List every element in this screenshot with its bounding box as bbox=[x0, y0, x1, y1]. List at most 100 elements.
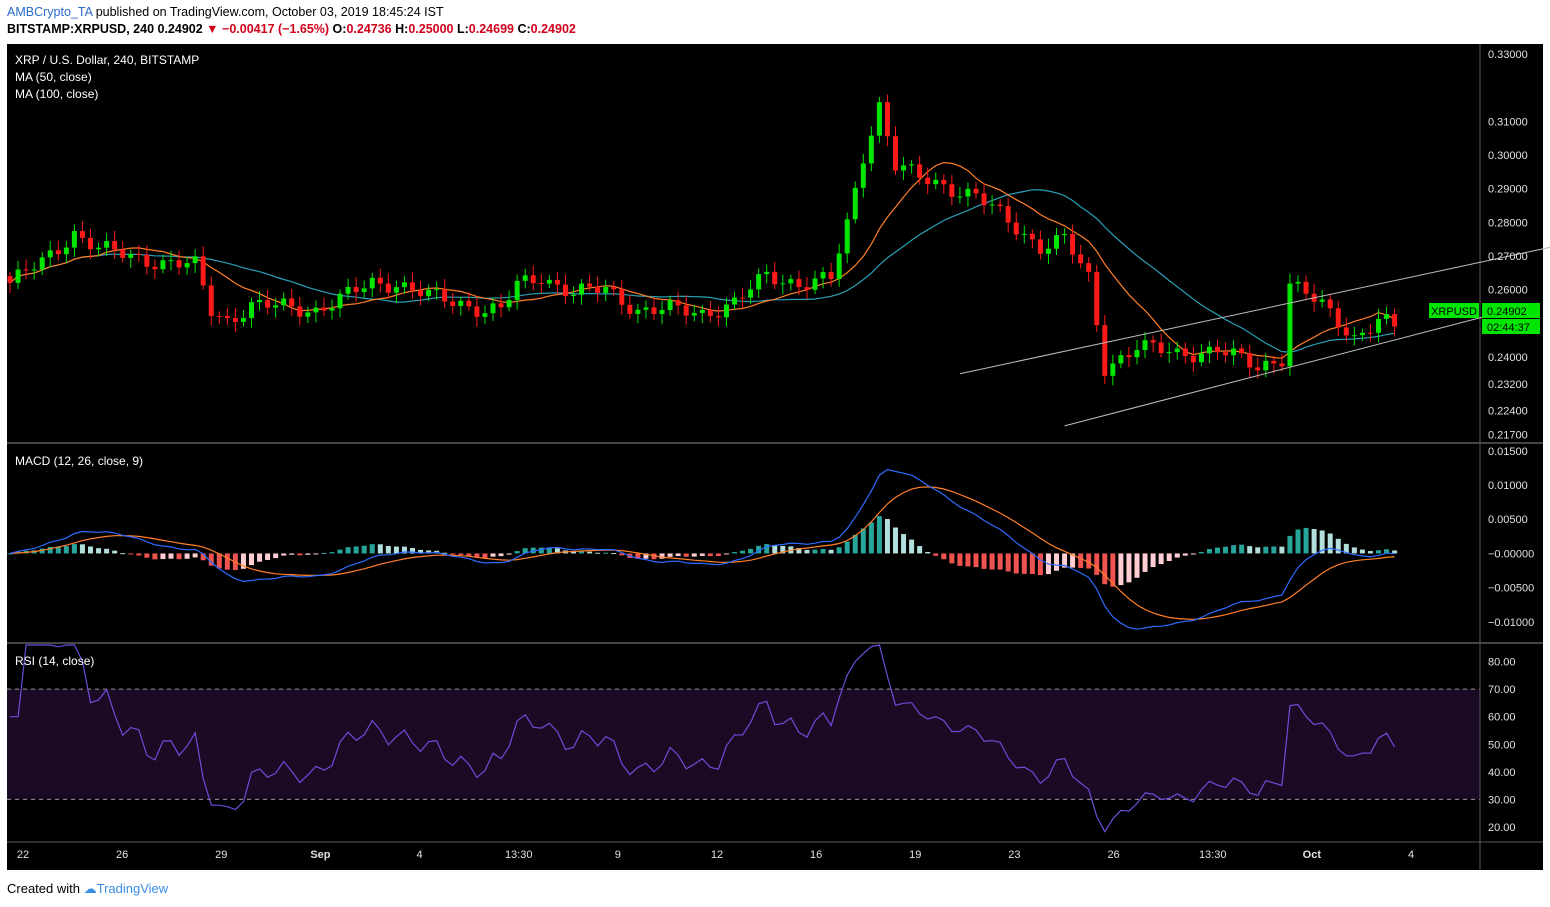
price-axis-label: 0.22400 bbox=[1488, 406, 1528, 418]
candle-body bbox=[723, 304, 729, 318]
candle-body bbox=[675, 300, 681, 306]
candle-body bbox=[88, 237, 93, 250]
macd-histogram-bar bbox=[965, 553, 971, 567]
candle-body bbox=[619, 289, 625, 305]
candle-body bbox=[257, 299, 263, 303]
candle-body bbox=[820, 272, 826, 279]
candle-body bbox=[812, 278, 818, 290]
price-axis-label: 0.28000 bbox=[1488, 217, 1528, 229]
macd-histogram-bar bbox=[257, 553, 263, 562]
rsi-band bbox=[7, 688, 1480, 800]
macd-histogram-bar bbox=[844, 541, 850, 554]
candle-body bbox=[1005, 206, 1011, 223]
macd-histogram-bar bbox=[587, 551, 593, 554]
price-label-value: 0.24902 bbox=[1487, 306, 1527, 318]
candle-body bbox=[917, 164, 923, 178]
candle-body bbox=[410, 282, 415, 291]
published-text: published on TradingView.com, October 03… bbox=[95, 5, 444, 19]
macd-axis-label: −0.01000 bbox=[1488, 617, 1534, 629]
macd-histogram-bar bbox=[860, 528, 866, 554]
candle-body bbox=[7, 276, 13, 283]
candle-body bbox=[329, 308, 335, 311]
candle-body bbox=[1367, 332, 1373, 334]
author-link[interactable]: AMBCrypto_TA bbox=[7, 5, 93, 19]
candle-body bbox=[836, 253, 842, 279]
macd-histogram-bar bbox=[538, 547, 544, 554]
candle-body bbox=[772, 271, 778, 285]
macd-histogram-bar bbox=[369, 544, 375, 554]
candle-body bbox=[748, 289, 754, 298]
macd-histogram-bar bbox=[981, 553, 987, 569]
candle-body bbox=[707, 309, 713, 317]
candle-body bbox=[715, 316, 721, 318]
macd-histogram-bar bbox=[836, 547, 842, 554]
price-label-symbol: XRPUSD bbox=[1431, 306, 1477, 318]
macd-pane-title: MACD (12, 26, close, 9) bbox=[15, 454, 143, 468]
candle-body bbox=[1327, 299, 1333, 309]
candle-body bbox=[740, 297, 746, 299]
chart-canvas[interactable]: 0.33000 0.31000 0.30000 0.29000 0.28000 0.270… bbox=[0, 44, 1550, 874]
candle-body bbox=[1247, 353, 1253, 368]
macd-histogram-bar bbox=[120, 553, 126, 555]
macd-histogram-bar bbox=[1295, 529, 1301, 554]
tradingview-brand[interactable]: TradingView bbox=[96, 881, 169, 896]
macd-histogram-bar bbox=[1319, 530, 1325, 554]
macd-histogram-bar bbox=[1142, 553, 1148, 572]
macd-histogram-bar bbox=[1021, 553, 1027, 574]
macd-histogram-bar bbox=[273, 553, 279, 559]
candle-body bbox=[426, 289, 432, 297]
candle-body bbox=[1174, 348, 1180, 353]
macd-histogram-bar bbox=[925, 551, 931, 554]
time-axis-label: 12 bbox=[711, 849, 723, 861]
high-value: 0.25000 bbox=[408, 22, 454, 36]
macd-histogram-bar bbox=[498, 553, 504, 557]
macd-histogram-bar bbox=[635, 553, 641, 559]
macd-histogram-bar bbox=[1303, 527, 1309, 554]
candle-body bbox=[1094, 271, 1100, 326]
candle-body bbox=[603, 286, 609, 293]
trendlines bbox=[959, 246, 1550, 427]
macd-histogram-bar bbox=[1094, 553, 1100, 575]
price-label-countdown: 02:44:37 bbox=[1487, 322, 1530, 334]
macd-histogram-bar bbox=[313, 553, 319, 555]
macd-histogram-bar bbox=[1102, 553, 1108, 585]
macd-histogram-bar bbox=[88, 546, 93, 554]
macd-axis-label: −0.00000 bbox=[1488, 548, 1534, 560]
candle-body bbox=[1223, 352, 1229, 356]
macd-histogram-bar bbox=[732, 552, 737, 554]
macd-histogram-bar bbox=[1287, 535, 1293, 554]
macd-histogram-bar bbox=[458, 553, 464, 555]
high-label: H: bbox=[395, 22, 409, 36]
macd-histogram-bar bbox=[780, 545, 786, 554]
rsi-line bbox=[10, 644, 1396, 833]
candle-body bbox=[659, 310, 665, 315]
candle-body bbox=[571, 294, 576, 297]
macd-histogram-bar bbox=[820, 549, 826, 554]
candle-body bbox=[232, 318, 238, 322]
candle-body bbox=[385, 283, 391, 293]
macd-signal-line bbox=[9, 486, 1395, 620]
price-axis-label: 0.29000 bbox=[1488, 184, 1528, 196]
macd-pane bbox=[7, 468, 1398, 630]
candle-body bbox=[1110, 363, 1116, 376]
macd-histogram-bar bbox=[740, 550, 746, 554]
candle-body bbox=[683, 305, 689, 316]
candle-body bbox=[249, 302, 254, 319]
candle-body bbox=[224, 316, 230, 319]
macd-histogram-bar bbox=[715, 553, 721, 557]
candle-body bbox=[538, 283, 544, 285]
price-axis-label: 0.21700 bbox=[1488, 429, 1528, 441]
grid-lines bbox=[7, 44, 1543, 870]
time-axis-label: 22 bbox=[17, 849, 29, 861]
macd-histogram-bar bbox=[748, 548, 754, 554]
macd-histogram-bar bbox=[1239, 544, 1245, 554]
candle-body bbox=[627, 304, 633, 314]
macd-histogram-bar bbox=[884, 519, 890, 554]
candle-body bbox=[71, 231, 77, 248]
macd-histogram-bar bbox=[1158, 553, 1164, 565]
candle-body bbox=[273, 305, 279, 308]
candle-body bbox=[796, 279, 802, 288]
macd-histogram-bar bbox=[1118, 553, 1124, 586]
candle-body bbox=[699, 309, 705, 313]
candle-body bbox=[466, 300, 472, 307]
